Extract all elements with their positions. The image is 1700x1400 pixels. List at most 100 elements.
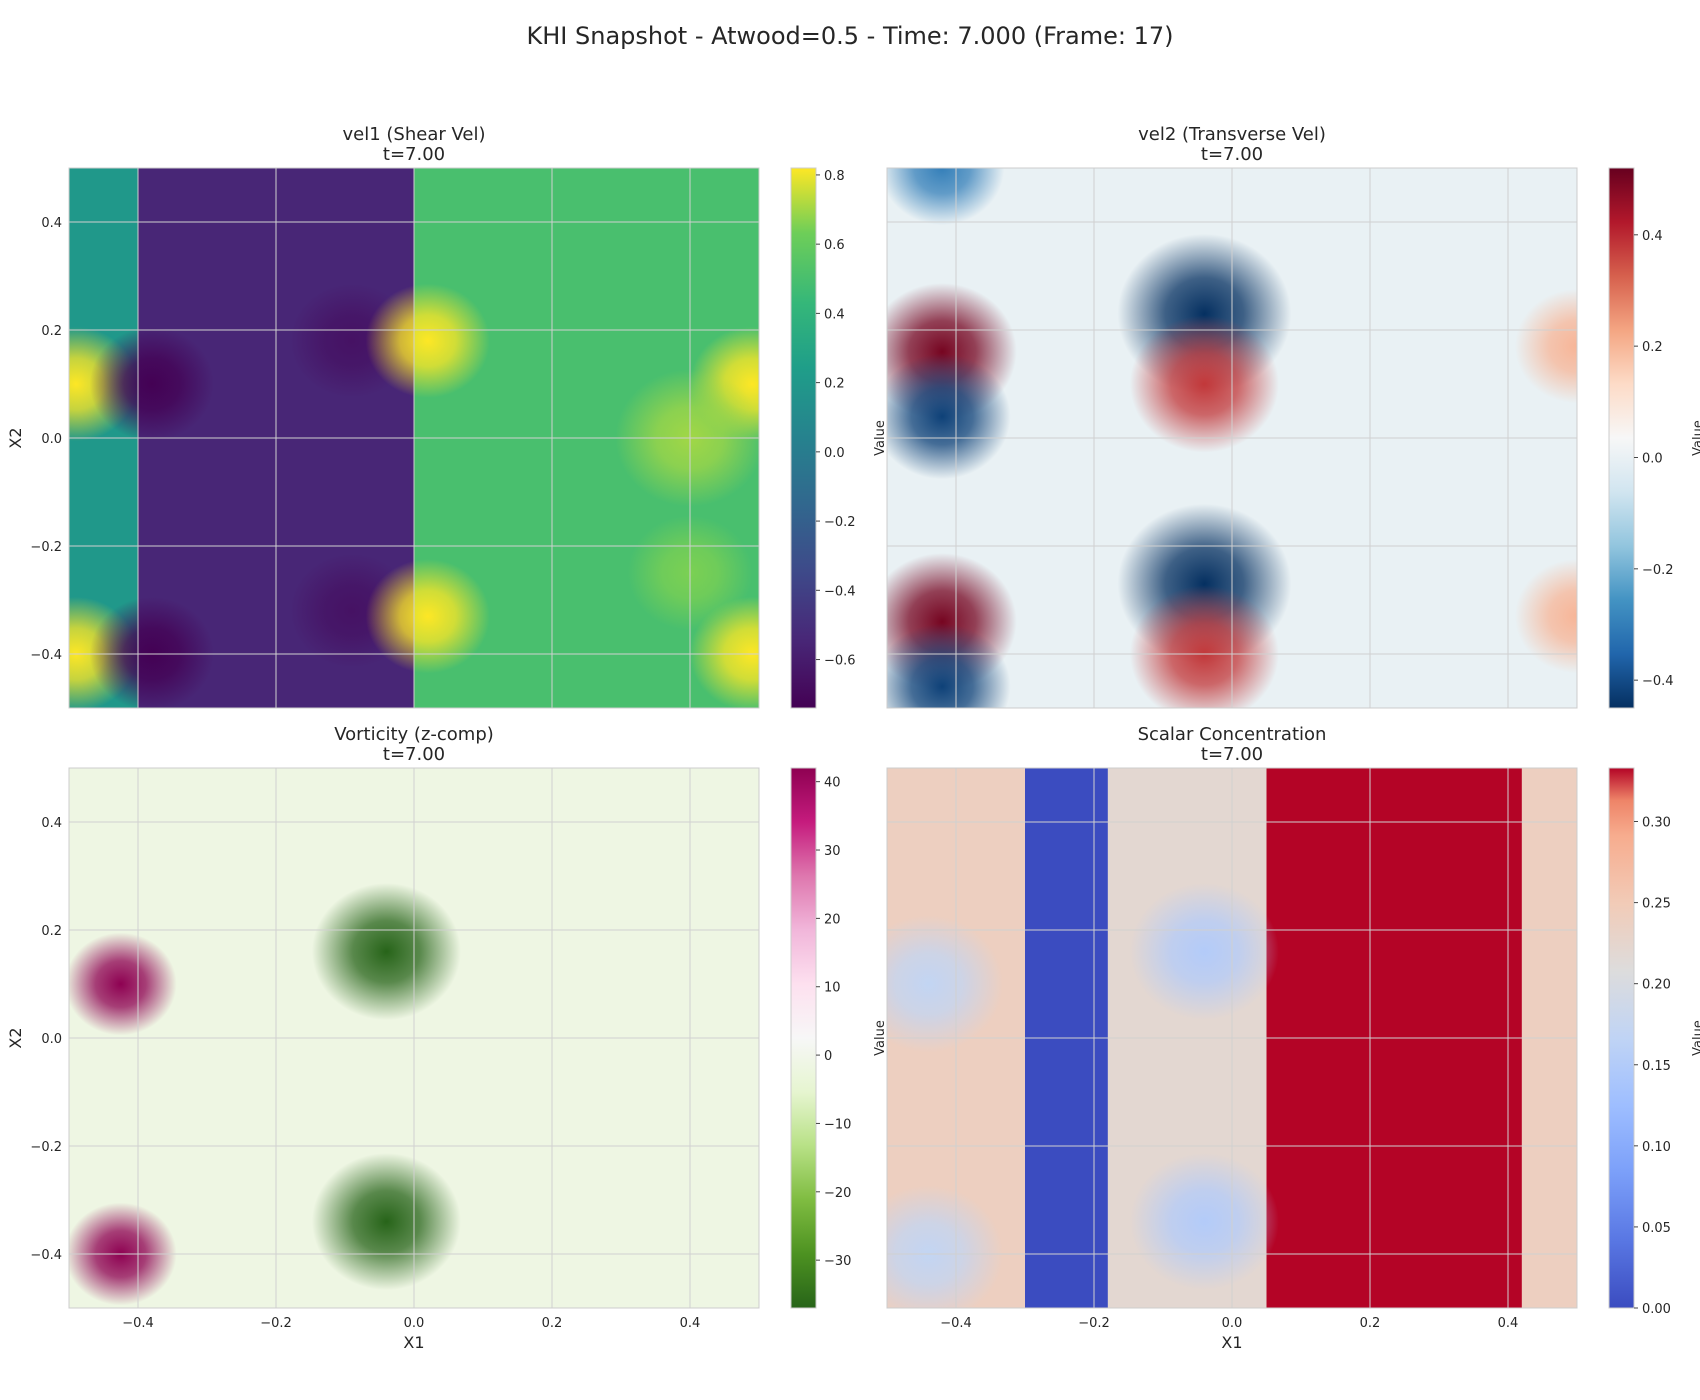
heatmap-blob <box>365 283 490 398</box>
colorbar-tick-label: 10 <box>824 981 841 996</box>
colorbar-gradient <box>790 167 817 709</box>
y-tick-label: 0.4 <box>41 816 62 831</box>
x-tick-label: 0.0 <box>1222 1316 1243 1331</box>
heatmap-blob <box>1514 559 1577 674</box>
panel-title: Scalar Concentration <box>1138 724 1327 745</box>
panel-3: −0.4 −0.2 0.0 0.2 0.4 −0.4 −0.2 0.0 0.2 0.4 Vortic… <box>6 724 888 1352</box>
colorbar-tick-label: 0.0 <box>1642 451 1663 466</box>
y-tick-label: −0.4 <box>30 1248 62 1263</box>
x-tick-label: −0.4 <box>940 1316 972 1331</box>
colorbar-tick-label: 0.4 <box>824 307 845 322</box>
y-tick-label: −0.2 <box>30 1140 62 1155</box>
y-axis-label: X2 <box>6 1027 25 1048</box>
heatmap-field <box>887 168 1577 708</box>
heatmap-field <box>887 768 1577 1308</box>
heatmap-blob <box>887 168 1005 226</box>
colorbar-tick-label: 0.15 <box>1642 1059 1671 1074</box>
x-tick-label: 0.4 <box>1498 1316 1519 1331</box>
colorbar-tick-label: 0.4 <box>1642 229 1663 244</box>
plot-frame <box>886 167 1578 709</box>
colorbar-tick-label: −0.2 <box>824 515 856 530</box>
heatmap-blob <box>887 623 1011 708</box>
panel-1: −0.4 −0.2 0.0 0.2 0.4 vel1 (Shear Vel)t=7.00 X… <box>6 124 888 709</box>
colorbar: 0.00 0.05 0.10 0.15 0.20 0.25 0.30 Value <box>1608 767 1700 1317</box>
colorbar-tick-label: −20 <box>824 1186 851 1201</box>
panel-subtitle: t=7.00 <box>1201 744 1263 765</box>
y-axis-label: X2 <box>6 427 25 448</box>
heatmap-blob <box>1129 1153 1279 1291</box>
colorbar-tick-label: −10 <box>824 1117 851 1132</box>
colorbar-tick-label: 0 <box>824 1049 832 1064</box>
colorbar-tick-label: −0.4 <box>824 584 856 599</box>
colorbar-tick-label: 0.20 <box>1642 978 1671 993</box>
heatmap-blob <box>1129 883 1279 1021</box>
panel-subtitle: t=7.00 <box>383 744 445 765</box>
colorbar-tick-label: −0.2 <box>1642 563 1674 578</box>
panel-title: vel1 (Shear Vel) <box>343 124 486 145</box>
figure-title: KHI Snapshot - Atwood=0.5 - Time: 7.000 … <box>526 22 1174 50</box>
plot-frame <box>68 767 760 1309</box>
panel-subtitle: t=7.00 <box>383 144 445 165</box>
x-tick-label: −0.2 <box>260 1316 292 1331</box>
heatmap-blob <box>89 326 214 442</box>
colorbar-tick-label: 0.2 <box>824 377 845 392</box>
x-tick-label: 0.4 <box>680 1316 701 1331</box>
colorbar-tick-label: 0.30 <box>1642 816 1671 831</box>
colorbar-gradient <box>1608 767 1635 1309</box>
x-axis-label: X1 <box>403 1333 424 1352</box>
colorbar-tick-label: 0.6 <box>824 238 845 253</box>
panel-4: −0.4 −0.2 0.0 0.2 0.4 Scalar Concentrationt=7… <box>886 724 1700 1352</box>
panel-title: vel2 (Transverse Vel) <box>1138 124 1326 145</box>
colorbar-tick-label: −30 <box>824 1254 851 1269</box>
colorbar-tick-label: 0.10 <box>1642 1140 1671 1155</box>
colorbar-tick-label: −0.4 <box>1642 674 1674 689</box>
y-tick-label: 0.4 <box>41 216 62 231</box>
y-tick-label: 0.0 <box>41 432 62 447</box>
heatmap-blob <box>365 559 490 674</box>
colorbar-label: Value <box>1691 1020 1700 1056</box>
colorbar: −0.6 −0.4 −0.2 0.0 0.2 0.4 0.6 0.8 Value <box>790 167 888 709</box>
y-tick-label: −0.2 <box>30 540 62 555</box>
heatmap-blob <box>887 915 1003 1053</box>
panel-2: vel2 (Transverse Vel)t=7.00 −0.4 −0.2 0.0 0.… <box>886 124 1700 709</box>
colorbar: −30 −20 −10 0 10 20 30 40 Value <box>790 767 888 1309</box>
colorbar-tick-label: 0.05 <box>1642 1221 1671 1236</box>
y-tick-label: 0.2 <box>41 924 62 939</box>
heatmap-blob <box>1514 289 1577 404</box>
y-tick-label: 0.2 <box>41 324 62 339</box>
heatmap-blob <box>311 1153 461 1291</box>
x-tick-label: 0.2 <box>542 1316 563 1331</box>
colorbar: −0.4 −0.2 0.0 0.2 0.4 Value <box>1608 167 1700 709</box>
y-tick-label: −0.4 <box>30 648 62 663</box>
colorbar-tick-label: 0.2 <box>1642 340 1663 355</box>
heatmap-blob <box>1129 585 1279 708</box>
heatmap-blob <box>1129 315 1279 453</box>
colorbar-gradient <box>790 767 817 1309</box>
colorbar-tick-label: −0.6 <box>824 654 856 669</box>
heatmap-blob <box>89 596 214 708</box>
x-tick-label: −0.4 <box>122 1316 154 1331</box>
colorbar-tick-label: 30 <box>824 844 841 859</box>
x-axis-label: X1 <box>1221 1333 1242 1352</box>
x-tick-label: 0.2 <box>1360 1316 1381 1331</box>
heatmap-blob <box>887 353 1011 480</box>
plot-frame <box>886 767 1578 1309</box>
colorbar-label: Value <box>873 1020 888 1056</box>
panel-title: Vorticity (z-comp) <box>334 724 494 745</box>
colorbar-tick-label: 0.00 <box>1642 1302 1671 1317</box>
heatmap-blob <box>887 1185 1003 1308</box>
plot-frame <box>68 167 760 709</box>
colorbar-tick-label: 0.25 <box>1642 897 1671 912</box>
panel-subtitle: t=7.00 <box>1201 144 1263 165</box>
colorbar-label: Value <box>873 420 888 456</box>
colorbar-label: Value <box>1691 420 1700 456</box>
colorbar-tick-label: 40 <box>824 776 841 791</box>
colorbar-gradient <box>1608 167 1635 709</box>
heatmap-blob <box>311 883 461 1021</box>
colorbar-tick-label: 0.0 <box>824 446 845 461</box>
colorbar-tick-label: 20 <box>824 912 841 927</box>
y-tick-label: 0.0 <box>41 1032 62 1047</box>
heatmap-blob <box>69 932 177 1036</box>
x-tick-label: 0.0 <box>404 1316 425 1331</box>
